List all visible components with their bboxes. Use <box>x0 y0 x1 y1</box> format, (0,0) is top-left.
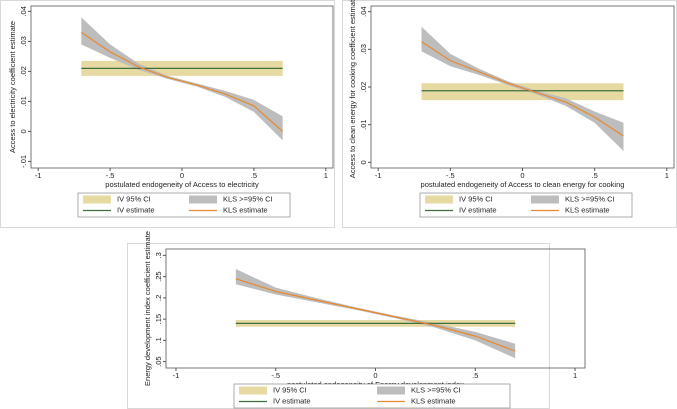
x-axis-title: postulated endogeneity of Access to clea… <box>421 180 625 189</box>
ci-band <box>421 26 624 152</box>
y-axis-title: Access to clean energy for cooking coeff… <box>348 0 357 178</box>
y-tick-label: .3 <box>154 252 163 258</box>
x-tick-label: -.5 <box>106 171 115 180</box>
y-axis-title: Energy development index coefficient est… <box>143 231 152 386</box>
legend-label: KLS >=95% CI <box>411 385 461 394</box>
x-tick-label: 1 <box>665 171 669 180</box>
x-tick-label: -1 <box>35 171 42 180</box>
legend-box <box>419 192 633 218</box>
legend-label: IV estimate <box>117 205 155 214</box>
y-tick-label: -.01 <box>19 155 28 168</box>
x-tick-label: 1 <box>573 371 577 380</box>
y-tick-label: .01 <box>19 96 28 106</box>
legend-label: KLS >=95% CI <box>223 194 273 203</box>
y-tick-label: .04 <box>359 6 368 16</box>
y-tick-label: .03 <box>359 44 368 54</box>
legend-swatch <box>189 195 217 204</box>
legend-label: KLS estimate <box>565 205 610 214</box>
legend-swatch <box>83 195 111 204</box>
y-tick-label: 0 <box>359 160 368 164</box>
estimate-line <box>235 278 516 352</box>
y-axis-title: Access to electricity coefficient estima… <box>8 21 17 153</box>
y-tick-label: .03 <box>19 36 28 46</box>
legend-swatch <box>425 195 453 204</box>
x-tick-label: -1 <box>173 371 180 380</box>
x-tick-label: 1 <box>324 171 328 180</box>
y-tick-label: .02 <box>19 66 28 76</box>
panel <box>342 0 677 228</box>
y-tick-label: 0 <box>19 129 28 133</box>
legend-label: IV 95% CI <box>459 194 493 203</box>
legend-swatch <box>377 386 405 395</box>
x-tick-label: .5 <box>251 171 257 180</box>
y-tick-label: .04 <box>19 6 28 16</box>
y-tick-label: .1 <box>154 337 163 343</box>
y-tick-label: .2 <box>154 295 163 301</box>
x-tick-label: -.5 <box>446 171 455 180</box>
estimate-line <box>421 41 624 137</box>
y-tick-label: .02 <box>359 82 368 92</box>
legend-box <box>77 192 291 218</box>
x-tick-label: 0 <box>373 371 377 380</box>
legend-box <box>233 383 511 409</box>
legend-label: IV estimate <box>459 205 497 214</box>
legend-label: KLS >=95% CI <box>565 194 615 203</box>
y-tick-label: .25 <box>154 271 163 281</box>
ci-band <box>235 268 516 359</box>
y-tick-label: .05 <box>154 356 163 366</box>
y-tick-label: .15 <box>154 314 163 324</box>
x-tick-label: .5 <box>592 171 598 180</box>
x-tick-label: 0 <box>180 171 184 180</box>
x-tick-label: -1 <box>375 171 382 180</box>
panel <box>0 0 335 228</box>
y-tick-label: .01 <box>359 119 368 129</box>
legend-swatch <box>239 386 267 395</box>
legend-label: IV 95% CI <box>273 385 307 394</box>
x-tick-label: -.5 <box>271 371 280 380</box>
legend-label: IV estimate <box>273 396 311 405</box>
estimate-line <box>80 31 284 132</box>
legend-label: IV 95% CI <box>117 194 151 203</box>
x-tick-label: .5 <box>472 371 478 380</box>
legend-label: KLS estimate <box>223 205 268 214</box>
legend-swatch <box>531 195 559 204</box>
legend-label: KLS estimate <box>411 396 456 405</box>
ci-band <box>421 83 624 101</box>
x-tick-label: 0 <box>520 171 524 180</box>
x-axis-title: postulated endogeneity of Access to elec… <box>105 180 259 189</box>
